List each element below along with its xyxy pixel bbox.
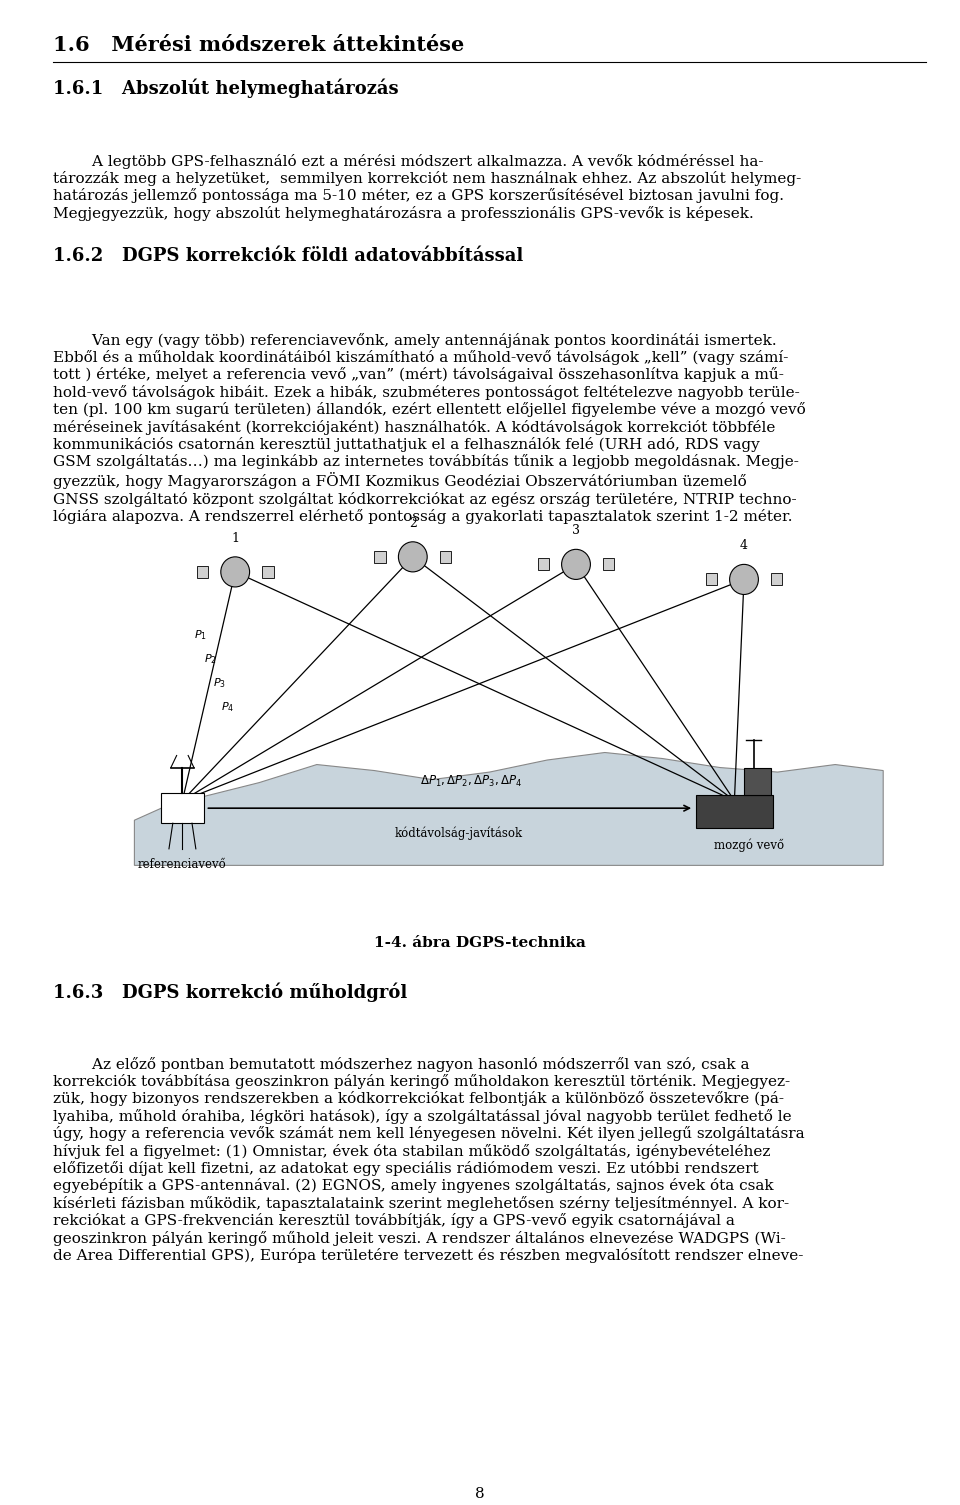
Text: 1: 1 [231, 531, 239, 545]
Bar [771, 573, 782, 585]
Bar [197, 566, 208, 578]
Text: 1.6.1   Abszolút helymeghatározás: 1.6.1 Abszolút helymeghatározás [53, 78, 398, 98]
Bar [696, 795, 773, 828]
Text: 2: 2 [409, 516, 417, 530]
Text: kódtávolság-javítások: kódtávolság-javítások [395, 826, 522, 840]
Ellipse shape [221, 557, 250, 587]
Text: Az előző pontban bemutatott módszerhez nagyon hasonló módszerről van szó, csak a: Az előző pontban bemutatott módszerhez n… [53, 1057, 804, 1263]
Ellipse shape [730, 564, 758, 594]
Bar [262, 566, 274, 578]
Text: $P_3$: $P_3$ [213, 676, 226, 691]
Text: mozgó vevő: mozgó vevő [713, 838, 784, 852]
Text: 8: 8 [475, 1487, 485, 1500]
Text: referenciavevő: referenciavevő [138, 858, 227, 871]
Bar [603, 558, 614, 570]
Bar [161, 793, 204, 823]
Bar [706, 573, 717, 585]
Bar [440, 551, 451, 563]
Bar [744, 768, 771, 795]
Text: A legtöbb GPS-felhasználó ezt a mérési módszert alkalmazza. A vevők kódméréssel : A legtöbb GPS-felhasználó ezt a mérési m… [53, 154, 801, 221]
Ellipse shape [398, 542, 427, 572]
Text: 4: 4 [740, 539, 748, 552]
Polygon shape [134, 752, 883, 865]
Text: 1-4. ábra DGPS-technika: 1-4. ábra DGPS-technika [374, 936, 586, 950]
Text: $P_2$: $P_2$ [204, 652, 216, 667]
Text: 1.6   Mérési módszerek áttekintése: 1.6 Mérési módszerek áttekintése [53, 35, 464, 54]
Text: $P_1$: $P_1$ [194, 628, 206, 643]
Ellipse shape [562, 549, 590, 579]
Bar [374, 551, 386, 563]
Text: 1.6.3   DGPS korrekció műholdgról: 1.6.3 DGPS korrekció műholdgról [53, 983, 407, 1002]
Text: 1.6.2   DGPS korrekciók földi adatovábbítással: 1.6.2 DGPS korrekciók földi adatovábbítá… [53, 247, 523, 265]
Bar [538, 558, 549, 570]
Text: Van egy (vagy több) referenciavevőnk, amely antennájának pontos koordinátái isme: Van egy (vagy több) referenciavevőnk, am… [53, 333, 805, 524]
Text: 3: 3 [572, 524, 580, 537]
Text: $\Delta P_1, \Delta P_2, \Delta P_3, \Delta P_4$: $\Delta P_1, \Delta P_2, \Delta P_3, \De… [420, 774, 522, 789]
Text: $P_4$: $P_4$ [221, 700, 234, 715]
